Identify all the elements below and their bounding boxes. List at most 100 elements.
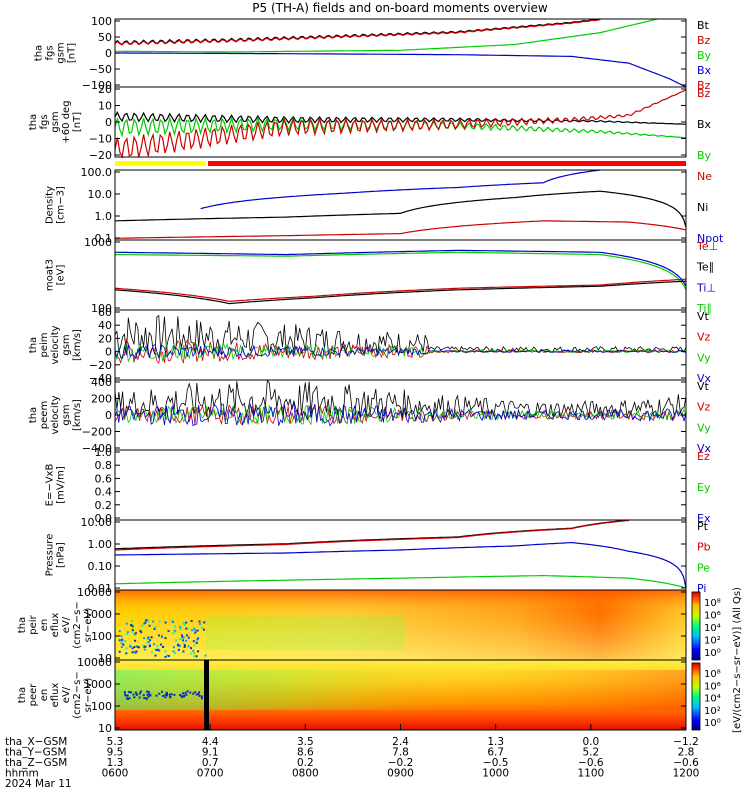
y-axis-label: moat3 <box>45 259 56 291</box>
spectrogram-pixel <box>180 695 183 698</box>
legend-Pt: Pt <box>697 520 709 533</box>
panel-peir: 10000 1000 100 10 tha peir en eflux eV/(cm2−s− sr… <box>17 586 687 665</box>
y-tick-label: 400 <box>91 376 112 389</box>
y-axis-label: Density <box>45 186 56 224</box>
y-axis-label: [nPa] <box>56 542 67 568</box>
spectrogram-gap <box>204 660 209 730</box>
z-gsm-value: 1.3 <box>107 757 124 769</box>
x-gsm-value: 5.3 <box>107 736 124 748</box>
y-tick-label: 0 <box>105 346 112 359</box>
spectrogram-pixel <box>164 655 167 658</box>
spectrogram-shading <box>115 590 686 660</box>
panel-density: 100.0 10.0 1.0 0.1 Density [cm−3] Ne Ni Npot <box>45 166 724 245</box>
y-axis-label: [eV] <box>56 265 67 286</box>
y-axis-label: [cm−3] <box>56 186 67 224</box>
spectrogram-pixel <box>156 644 159 647</box>
spectrogram-pixel <box>145 697 148 700</box>
y-tick-label: 100 <box>91 302 112 315</box>
panel-efield: 1.00.80.60.40.20.0 E=−VxB [mV/m] Ez Ey Ex <box>45 446 711 525</box>
y-tick-label: 200 <box>91 393 112 406</box>
y-axis-label: sr−eV) <box>83 678 94 713</box>
spectrogram-pixel <box>195 655 198 658</box>
spectrogram-pixel <box>164 621 167 624</box>
colorbar-1 <box>691 591 701 661</box>
spectrogram-pixel <box>179 628 182 631</box>
spectrogram-pixel <box>150 636 153 639</box>
y-axis-label: sr−eV) <box>83 608 94 643</box>
legend-By: By <box>697 149 712 162</box>
series-Pb <box>114 519 629 551</box>
spectrogram-pixel <box>158 692 161 695</box>
spectrogram-pixel <box>184 691 187 694</box>
spectrogram-pixel <box>139 690 142 693</box>
spectrogram-pixel <box>181 696 184 699</box>
spectrogram-pixel <box>172 650 175 653</box>
y-tick-label: 100 <box>91 630 112 643</box>
spectrogram-pixel <box>172 646 175 649</box>
x-axis-labels: 5.39.51.306004.49.10.707003.58.60.208002… <box>5 724 699 790</box>
spectrogram-pixel <box>147 691 150 694</box>
spectrogram-pixel <box>179 637 182 640</box>
spectrogram-pixel <box>187 645 190 648</box>
spectrogram-pixel <box>126 694 129 697</box>
spectrogram-pixel <box>165 691 168 694</box>
spectrogram-pixel <box>183 645 186 648</box>
y-axis-label: tha <box>28 407 39 423</box>
legend-Ne: Ne <box>697 170 712 183</box>
spectrogram-pixel <box>182 650 185 653</box>
y-gsm-value: 6.7 <box>487 747 504 759</box>
spectrogram-pixel <box>193 644 196 647</box>
spectrogram-pixel <box>153 643 156 646</box>
spectrogram-pixel <box>143 697 146 700</box>
series-Bx <box>115 52 687 88</box>
y-tick-label: 1000 <box>84 236 112 249</box>
data-quality-bars <box>115 161 686 166</box>
spectrogram-pixel <box>124 640 127 643</box>
y-tick-label: 0.2 <box>95 499 113 512</box>
spectrogram-pixel <box>193 627 196 630</box>
z-gsm-value: −0.6 <box>578 757 604 769</box>
colorbar-tick-label: 10² <box>704 636 721 647</box>
legend-Ex: Ex <box>697 512 711 525</box>
legend-Npot: Npot <box>697 232 724 245</box>
x-row-label: tha_Z−GSM <box>5 757 67 769</box>
y-tick-label: 50 <box>98 31 112 44</box>
quality-bar-red <box>208 161 686 166</box>
spectrogram-pixel <box>144 645 147 648</box>
y-axis-label: [km/s] <box>72 329 83 361</box>
colorbar-tick-label: 10⁸ <box>704 669 721 680</box>
spectrogram-pixel <box>124 694 127 697</box>
x-gsm-value: 1.3 <box>487 736 504 748</box>
y-tick-label: −20 <box>89 359 112 372</box>
y-tick-label: 100 <box>91 700 112 713</box>
spectrogram-pixel <box>185 627 188 630</box>
x-row-label: 2024 Mar 11 <box>5 778 72 790</box>
hhmm-value: 1100 <box>577 768 604 780</box>
spectrogram-pixel <box>164 696 167 699</box>
spectrogram-pixel <box>164 637 167 640</box>
spectrogram-pixel <box>200 697 203 700</box>
spectrogram-pixel <box>198 691 201 694</box>
spectrogram-pixel <box>140 631 143 634</box>
plot-title: P5 (TH-A) fields and on-board moments ov… <box>252 1 548 15</box>
legend-Vx: Vx <box>697 372 712 385</box>
spectrogram-pixel <box>177 644 180 647</box>
spectrogram-pixel <box>179 626 182 629</box>
spectrogram-pixel <box>195 693 198 696</box>
spectrogram-pixel <box>181 636 184 639</box>
y-gsm-value: 9.5 <box>107 747 124 759</box>
panel-fgs_gsm: 100 50 0 −50 −100 tha fgs gsm [nT] Bt Bz By Bx Bz <box>34 15 712 92</box>
y-axis-label: [mV/m] <box>56 466 67 504</box>
y-tick-label: −200 <box>82 426 112 439</box>
spectrogram-pixel <box>130 624 133 627</box>
y-tick-label: 0.4 <box>95 486 113 499</box>
y-axis-label: +60 deg <box>61 100 72 143</box>
spectrogram-pixel <box>147 640 150 643</box>
y-tick-label: −10 <box>89 133 112 146</box>
hhmm-value: 0800 <box>292 768 319 780</box>
spectrogram-pixel <box>128 643 131 646</box>
spectrogram-pixel <box>170 693 173 696</box>
panel-frame <box>114 169 687 241</box>
spectrogram-pixel <box>185 639 188 642</box>
colorbar-tick-label: 10⁰ <box>704 648 721 659</box>
